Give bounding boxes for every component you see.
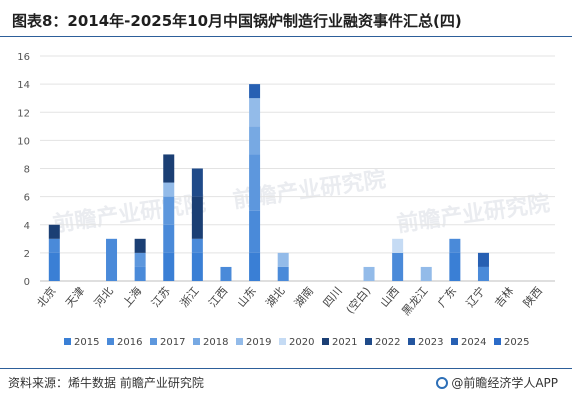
bar-segment-2016 <box>392 252 404 281</box>
bar-segment-2019 <box>277 252 289 267</box>
legend-swatch-2021 <box>322 338 329 345</box>
bar-segment-2016 <box>249 210 261 253</box>
x-tick-label: 湖南 <box>292 285 316 310</box>
legend-label: 2017 <box>160 337 185 348</box>
x-tick-label: 吉林 <box>492 284 517 310</box>
legend-swatch-2025 <box>494 338 501 345</box>
bar-segment-2021 <box>191 196 203 239</box>
legend-label: 2016 <box>117 337 142 348</box>
legend-swatch-2017 <box>150 338 157 345</box>
legend-label: 2021 <box>332 337 357 348</box>
legend-label: 2015 <box>74 337 99 348</box>
bar-segment-2021 <box>48 224 60 239</box>
bar-segment-2016 <box>163 224 175 253</box>
x-tick-label: 天津 <box>63 285 87 310</box>
footer-divider <box>0 368 572 369</box>
legend-swatch-2018 <box>193 338 200 345</box>
legend-label: 2023 <box>418 337 443 348</box>
bar-segment-2019 <box>363 266 375 281</box>
bar-segment-2024 <box>477 252 489 267</box>
bar-segment-2015 <box>249 252 261 281</box>
bar-segment-2019 <box>420 266 432 281</box>
x-tick-label: 湖北 <box>263 285 287 310</box>
x-tick-label: 辽宁 <box>463 284 488 310</box>
y-tick-label: 14 <box>17 80 30 91</box>
x-tick-label: 陕西 <box>520 284 545 310</box>
x-tick-label: 广东 <box>435 285 459 310</box>
legend-swatch-2019 <box>236 338 243 345</box>
bar-segment-2018 <box>249 126 261 155</box>
x-tick-label: 山西 <box>378 285 402 310</box>
chart-title: 图表8：2014年-2025年10月中国锅炉制造行业融资事件汇总(四) <box>12 12 462 30</box>
x-tick-label: 黑龙江 <box>399 285 430 319</box>
legend-swatch-2024 <box>451 338 458 345</box>
legend-label: 2024 <box>461 337 486 348</box>
legend-label: 2025 <box>504 337 529 348</box>
x-tick-label: 江苏 <box>149 285 173 310</box>
bar-segment-2017 <box>163 196 175 225</box>
bar-segment-2016 <box>134 266 146 281</box>
y-tick-label: 16 <box>17 52 30 63</box>
bar-segment-2016 <box>106 238 118 281</box>
bar-segment-2019 <box>249 98 261 127</box>
legend-swatch-2015 <box>64 338 71 345</box>
y-tick-label: 8 <box>24 165 30 176</box>
x-tick-label: 浙江 <box>178 285 202 310</box>
bar-segment-2022 <box>191 168 203 197</box>
brand-text: @前瞻经济学人APP <box>451 376 558 390</box>
bar-segment-2024 <box>249 84 261 99</box>
bar-segment-2015 <box>191 252 203 281</box>
title-divider <box>0 36 572 37</box>
bar-segment-2015 <box>449 252 461 281</box>
x-tick-label: (空白) <box>343 284 373 316</box>
x-tick-label: 山东 <box>235 285 259 310</box>
stacked-bar-chart: 0 2 4 6 8 10 12 14 16 北京 天津 河北 上海 江苏 浙江 江西 山东 湖北 湖南 四川(空白) 山… <box>17 52 555 348</box>
legend-label: 2018 <box>203 337 228 348</box>
bar-segment-2017 <box>134 252 146 267</box>
x-tick-label: 江西 <box>206 285 230 310</box>
legend-swatch-2016 <box>107 338 114 345</box>
x-tick-label: 四川 <box>321 285 345 310</box>
bar-segment-2016 <box>477 266 489 281</box>
y-tick-label: 4 <box>24 221 30 232</box>
bar-segment-2019 <box>163 182 175 197</box>
bar-segment-2016 <box>277 266 289 281</box>
legend-label: 2020 <box>289 337 314 348</box>
bar-segment-2015 <box>163 252 175 281</box>
legend-swatch-2023 <box>408 338 415 345</box>
legend-label: 2022 <box>375 337 400 348</box>
y-tick-label: 10 <box>17 136 30 147</box>
x-tick-label: 河北 <box>92 285 116 310</box>
y-tick-label: 0 <box>24 277 30 288</box>
bar-segment-2015 <box>48 252 60 281</box>
legend-label: 2019 <box>246 337 271 348</box>
bar-segment-2016 <box>191 238 203 253</box>
bar-segment-2016 <box>449 238 461 253</box>
legend-swatch-2020 <box>279 338 286 345</box>
source-note: 资料来源：烯牛数据 前瞻产业研究院 <box>8 376 204 390</box>
brand-credit: @前瞻经济学人APP <box>436 374 558 391</box>
brand-logo-icon <box>436 376 449 389</box>
bar-segment-2021 <box>134 238 146 253</box>
x-tick-label: 北京 <box>34 284 59 310</box>
y-tick-label: 2 <box>24 249 30 260</box>
bar-segment-2016 <box>48 238 60 253</box>
x-tick-label: 上海 <box>120 284 145 310</box>
bar-segment-2020 <box>392 238 404 253</box>
legend-swatch-2022 <box>365 338 372 345</box>
bar-segment-2016 <box>220 266 232 281</box>
bar-segment-2017 <box>249 154 261 211</box>
bar-segment-2021 <box>163 154 175 183</box>
y-tick-label: 6 <box>24 193 30 204</box>
y-tick-label: 12 <box>17 108 30 119</box>
